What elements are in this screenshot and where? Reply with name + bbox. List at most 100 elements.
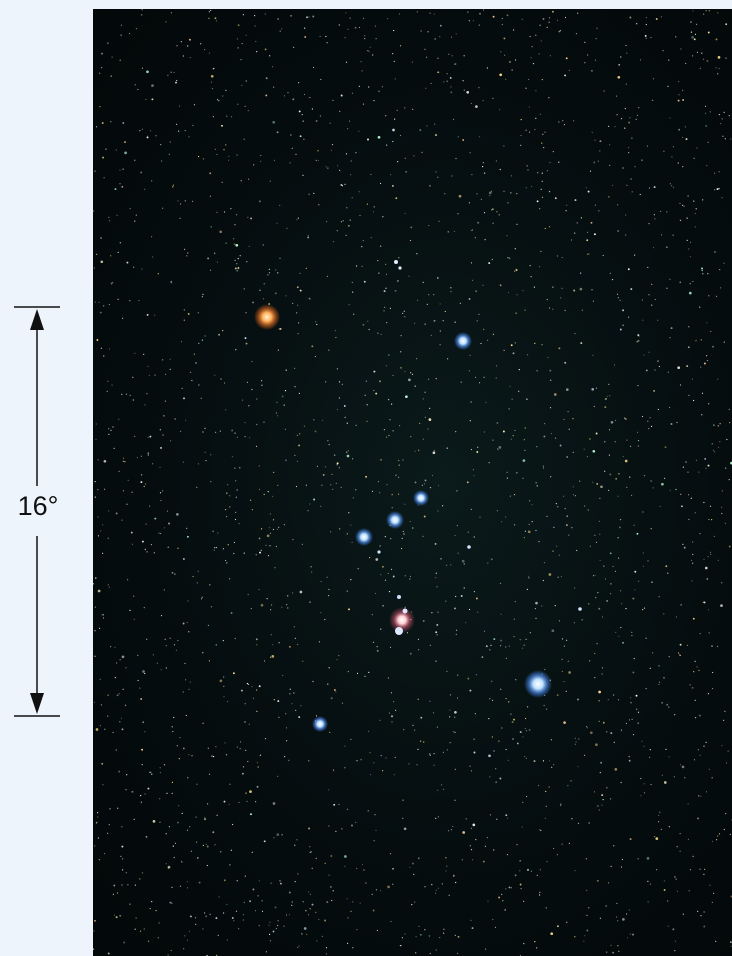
faint-star bbox=[282, 674, 284, 677]
faint-star bbox=[489, 698, 491, 700]
faint-star bbox=[401, 537, 403, 540]
faint-star bbox=[192, 575, 194, 578]
faint-star bbox=[695, 717, 697, 719]
faint-star bbox=[222, 548, 224, 550]
faint-star bbox=[549, 369, 552, 372]
faint-star bbox=[385, 365, 387, 367]
faint-star bbox=[268, 268, 270, 270]
faint-star bbox=[630, 702, 632, 704]
faint-star bbox=[712, 345, 714, 348]
faint-star bbox=[632, 734, 635, 736]
faint-star bbox=[445, 600, 447, 602]
faint-star bbox=[275, 545, 277, 548]
faint-star bbox=[492, 222, 494, 224]
faint-star bbox=[373, 206, 375, 208]
faint-star bbox=[508, 257, 511, 260]
faint-star bbox=[687, 195, 689, 197]
faint-star bbox=[141, 474, 143, 476]
faint-star bbox=[497, 449, 499, 451]
faint-star bbox=[168, 522, 170, 525]
faint-star bbox=[513, 494, 516, 496]
faint-star bbox=[665, 748, 667, 751]
faint-star bbox=[435, 817, 437, 820]
faint-star bbox=[159, 429, 161, 431]
faint-star bbox=[188, 631, 190, 633]
faint-star bbox=[159, 798, 161, 800]
faint-star bbox=[641, 415, 644, 418]
angular-scale-bar: 16° bbox=[0, 0, 93, 956]
faint-star bbox=[151, 98, 154, 101]
faint-star bbox=[586, 914, 588, 917]
faint-star bbox=[674, 876, 676, 878]
faint-star bbox=[631, 718, 633, 721]
faint-star bbox=[107, 832, 109, 834]
field-star bbox=[578, 607, 582, 611]
faint-star bbox=[450, 564, 452, 566]
faint-star bbox=[398, 476, 400, 478]
faint-star bbox=[112, 893, 114, 896]
faint-star bbox=[570, 780, 572, 782]
faint-star bbox=[103, 305, 105, 307]
faint-star bbox=[107, 952, 110, 955]
faint-star bbox=[178, 105, 181, 107]
faint-star bbox=[223, 149, 225, 151]
faint-star bbox=[236, 38, 238, 40]
faint-star bbox=[587, 190, 590, 193]
faint-star bbox=[553, 847, 555, 850]
faint-star bbox=[419, 422, 421, 424]
faint-star bbox=[436, 623, 439, 626]
faint-star bbox=[433, 753, 435, 755]
faint-star bbox=[596, 27, 598, 29]
faint-star bbox=[166, 792, 168, 794]
faint-star bbox=[478, 24, 480, 26]
faint-star bbox=[455, 595, 457, 598]
faint-star bbox=[674, 950, 676, 952]
faint-star bbox=[496, 365, 498, 367]
faint-star bbox=[226, 492, 228, 494]
faint-star bbox=[261, 900, 263, 902]
faint-star bbox=[258, 200, 261, 203]
faint-star bbox=[194, 917, 197, 919]
faint-star bbox=[321, 484, 323, 486]
faint-star bbox=[670, 327, 673, 330]
faint-star bbox=[360, 759, 362, 761]
faint-star bbox=[491, 209, 493, 211]
faint-star bbox=[392, 883, 394, 885]
faint-star bbox=[705, 467, 707, 469]
faint-star bbox=[309, 503, 311, 505]
faint-star bbox=[550, 433, 552, 435]
faint-star bbox=[441, 883, 443, 885]
faint-star bbox=[246, 800, 248, 803]
faint-star bbox=[254, 910, 257, 912]
faint-star bbox=[370, 237, 372, 239]
faint-star bbox=[587, 54, 589, 56]
faint-star bbox=[208, 660, 210, 662]
faint-star bbox=[536, 200, 539, 203]
faint-star bbox=[345, 234, 347, 236]
faint-star bbox=[483, 630, 486, 632]
faint-star bbox=[482, 100, 484, 102]
faint-star bbox=[565, 210, 567, 212]
faint-star bbox=[417, 299, 419, 301]
faint-star bbox=[560, 575, 562, 578]
faint-star bbox=[640, 795, 642, 797]
faint-star bbox=[252, 301, 254, 304]
faint-star bbox=[618, 526, 621, 529]
faint-star bbox=[225, 559, 227, 562]
faint-star bbox=[244, 105, 246, 107]
faint-star bbox=[100, 260, 104, 264]
faint-star bbox=[523, 439, 525, 441]
faint-star bbox=[422, 281, 424, 283]
faint-star bbox=[212, 530, 214, 532]
faint-star bbox=[241, 772, 244, 775]
faint-star bbox=[402, 312, 404, 314]
faint-star bbox=[594, 574, 596, 576]
faint-star bbox=[211, 88, 214, 90]
faint-star bbox=[272, 644, 274, 646]
faint-star bbox=[615, 95, 618, 97]
faint-star bbox=[202, 158, 204, 160]
faint-star bbox=[159, 466, 161, 468]
faint-star bbox=[500, 613, 502, 615]
faint-star bbox=[514, 270, 516, 272]
faint-star bbox=[102, 617, 105, 619]
